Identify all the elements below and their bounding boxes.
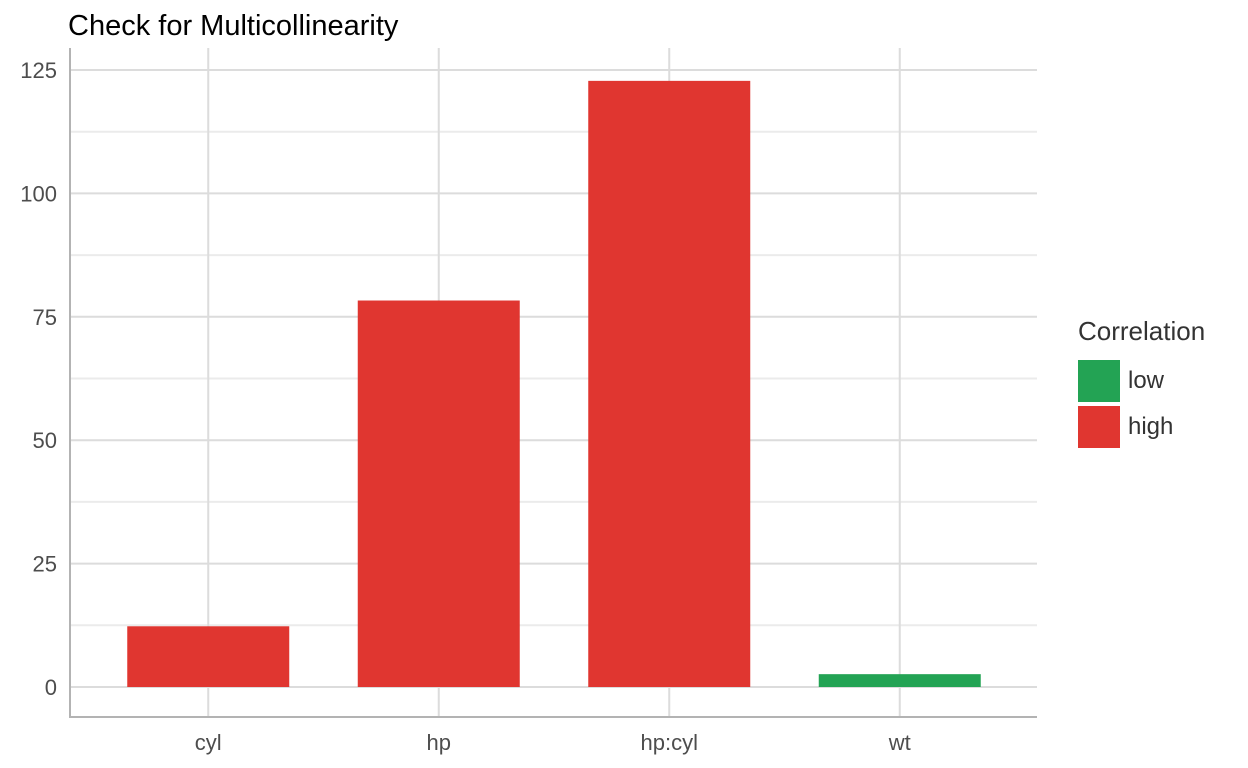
legend-key-low (1078, 360, 1120, 402)
x-tick-label: hp (427, 730, 451, 755)
y-tick-label: 0 (45, 675, 57, 700)
y-tick-label: 125 (20, 58, 57, 83)
legend-key-high (1078, 406, 1120, 448)
y-tick-label: 25 (33, 552, 57, 577)
x-tick-label: cyl (195, 730, 222, 755)
y-tick-label: 75 (33, 305, 57, 330)
bar-hp (357, 300, 520, 687)
y-tick-label: 50 (33, 428, 57, 453)
legend-title: Correlation (1078, 316, 1206, 346)
legend-item-low: low (1078, 358, 1205, 404)
chart-title: Check for Multicollinearity (68, 10, 399, 42)
y-tick-label: 100 (20, 181, 57, 206)
x-tick-label: hp:cyl (641, 730, 698, 755)
x-tick-label: wt (888, 730, 911, 755)
legend-label-high: high (1128, 413, 1174, 440)
legend-item-high: high (1078, 404, 1205, 450)
bar-wt (818, 674, 981, 687)
bar-cyl (127, 626, 290, 687)
legend-label-low: low (1128, 367, 1165, 394)
bar-hp-cyl (588, 80, 751, 688)
legend: Correlation low high (1078, 314, 1205, 450)
